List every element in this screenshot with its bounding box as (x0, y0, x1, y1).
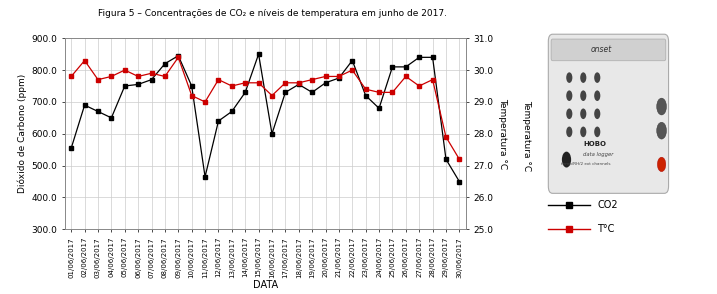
Y-axis label: Temperatura °C: Temperatura °C (498, 98, 507, 169)
Circle shape (594, 108, 600, 119)
Circle shape (580, 90, 587, 101)
Circle shape (580, 126, 587, 137)
Circle shape (580, 72, 587, 83)
Circle shape (657, 122, 667, 139)
Circle shape (566, 126, 572, 137)
Circle shape (566, 90, 572, 101)
Circle shape (657, 157, 666, 172)
Text: onset: onset (590, 45, 612, 54)
Text: Figura 5 – Concentrações de CO₂ e níveis de temperatura em junho de 2017.: Figura 5 – Concentrações de CO₂ e níveis… (98, 9, 447, 18)
Circle shape (594, 72, 600, 83)
FancyBboxPatch shape (549, 34, 668, 193)
Circle shape (566, 108, 572, 119)
Y-axis label: Dióxido de Carbono (ppm): Dióxido de Carbono (ppm) (17, 74, 27, 193)
Text: temp/RH/2 ext channels: temp/RH/2 ext channels (561, 162, 610, 166)
Circle shape (562, 152, 571, 168)
Text: CO2: CO2 (597, 201, 618, 211)
Text: Temperatura °C: Temperatura °C (523, 100, 531, 171)
Circle shape (566, 72, 572, 83)
Circle shape (657, 98, 667, 115)
Circle shape (594, 90, 600, 101)
Circle shape (594, 126, 600, 137)
Text: HOBO: HOBO (584, 141, 607, 147)
X-axis label: DATA: DATA (252, 280, 278, 290)
FancyBboxPatch shape (551, 39, 666, 61)
Text: data logger: data logger (584, 152, 614, 157)
Circle shape (580, 108, 587, 119)
Text: T°C: T°C (597, 225, 614, 235)
